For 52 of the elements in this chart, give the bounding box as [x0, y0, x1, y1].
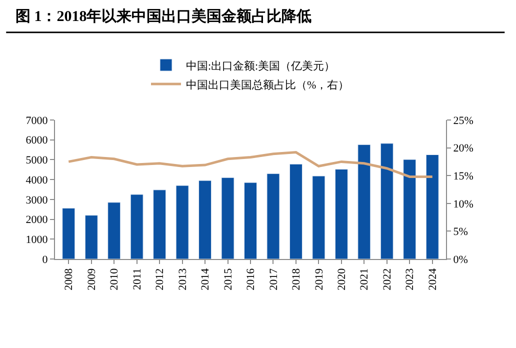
x-tick-label: 2009 — [86, 268, 98, 290]
y-tick-label: 4000 — [26, 174, 48, 186]
bar — [403, 159, 416, 259]
y2-tick-label: 0% — [453, 254, 468, 266]
y2-tick-label: 5% — [453, 226, 468, 238]
x-tick-label: 2013 — [176, 268, 189, 290]
bar — [62, 208, 76, 259]
bar — [312, 176, 326, 259]
x-tick-label: 2024 — [426, 268, 439, 290]
legend-label: 中国:出口金额:美国（亿美元） — [186, 59, 336, 72]
y2-tick-label: 10% — [453, 198, 474, 210]
bar — [244, 182, 257, 259]
legend-label: 中国出口美国总额占比（%，右） — [186, 78, 350, 92]
bar — [358, 144, 371, 259]
bar — [84, 215, 98, 259]
x-tick-label: 2014 — [200, 268, 212, 290]
x-tick-label: 2010 — [108, 268, 121, 290]
bar — [334, 169, 348, 259]
bar — [198, 180, 212, 259]
x-tick-label: 2022 — [381, 268, 394, 290]
y-tick-label: 0 — [42, 254, 48, 266]
y-tick-label: 6000 — [26, 134, 48, 147]
bar — [176, 185, 189, 259]
bar — [266, 173, 280, 259]
y-tick-label: 2000 — [26, 214, 48, 226]
bar — [130, 194, 144, 259]
x-tick-label: 2017 — [268, 268, 280, 290]
y-tick-label: 5000 — [26, 154, 48, 167]
y2-tick-label: 15% — [453, 170, 474, 182]
bar — [289, 164, 302, 259]
y-tick-label: 7000 — [26, 114, 48, 127]
bar — [108, 202, 121, 259]
bar — [153, 190, 166, 259]
y2-tick-label: 25% — [453, 114, 474, 127]
bar — [380, 143, 394, 259]
x-tick-label: 2021 — [358, 268, 371, 290]
y-tick-label: 1000 — [26, 234, 48, 246]
y-tick-label: 3000 — [26, 194, 48, 206]
x-tick-label: 2015 — [222, 268, 234, 290]
x-tick-label: 2011 — [131, 268, 144, 290]
y2-tick-label: 20% — [453, 142, 474, 155]
bar — [221, 177, 234, 259]
x-tick-label: 2020 — [336, 268, 348, 290]
x-tick-label: 2012 — [154, 268, 166, 290]
x-tick-label: 2008 — [63, 268, 76, 290]
x-tick-label: 2019 — [313, 268, 326, 290]
bar — [426, 154, 439, 259]
line-series — [67, 151, 434, 178]
x-tick-label: 2018 — [290, 268, 303, 290]
x-tick-label: 2023 — [404, 268, 416, 290]
chart-title: 图 1：2018年以来中国出口美国金额占比降低 — [15, 6, 312, 25]
x-tick-label: 2016 — [245, 268, 258, 290]
